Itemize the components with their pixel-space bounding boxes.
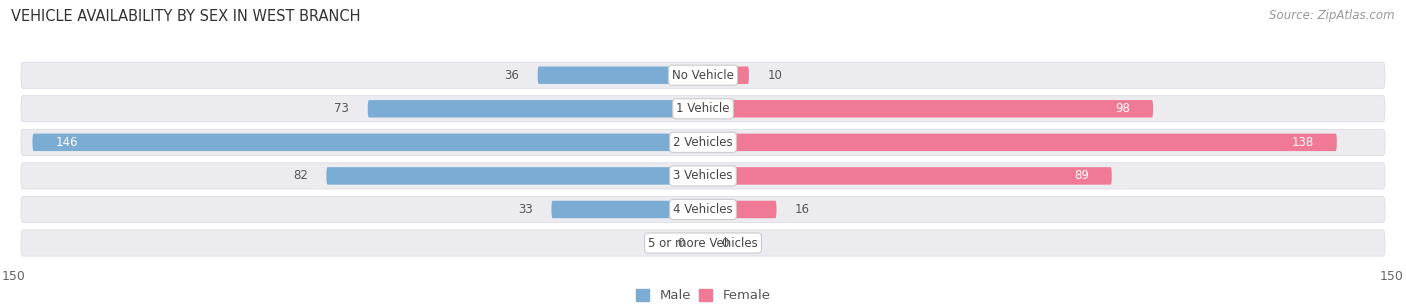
Text: 1 Vehicle: 1 Vehicle: [676, 102, 730, 115]
FancyBboxPatch shape: [326, 167, 703, 185]
FancyBboxPatch shape: [703, 167, 1112, 185]
Text: 4 Vehicles: 4 Vehicles: [673, 203, 733, 216]
FancyBboxPatch shape: [32, 134, 703, 151]
Text: 146: 146: [55, 136, 77, 149]
Text: 98: 98: [1115, 102, 1130, 115]
Text: 138: 138: [1292, 136, 1313, 149]
Text: 5 or more Vehicles: 5 or more Vehicles: [648, 237, 758, 249]
FancyBboxPatch shape: [537, 66, 703, 84]
FancyBboxPatch shape: [21, 96, 1385, 122]
FancyBboxPatch shape: [21, 163, 1385, 189]
Text: 10: 10: [768, 69, 782, 82]
FancyBboxPatch shape: [703, 100, 1153, 118]
FancyBboxPatch shape: [703, 66, 749, 84]
Text: 82: 82: [292, 170, 308, 182]
FancyBboxPatch shape: [21, 196, 1385, 222]
Text: 2 Vehicles: 2 Vehicles: [673, 136, 733, 149]
Text: No Vehicle: No Vehicle: [672, 69, 734, 82]
FancyBboxPatch shape: [551, 201, 703, 218]
Legend: Male, Female: Male, Female: [636, 289, 770, 302]
Text: 0: 0: [678, 237, 685, 249]
FancyBboxPatch shape: [703, 134, 1337, 151]
Text: 73: 73: [335, 102, 349, 115]
FancyBboxPatch shape: [21, 62, 1385, 88]
Text: 36: 36: [505, 69, 519, 82]
Text: 89: 89: [1074, 170, 1088, 182]
FancyBboxPatch shape: [703, 201, 776, 218]
Text: 3 Vehicles: 3 Vehicles: [673, 170, 733, 182]
FancyBboxPatch shape: [21, 230, 1385, 256]
Text: 16: 16: [794, 203, 810, 216]
Text: VEHICLE AVAILABILITY BY SEX IN WEST BRANCH: VEHICLE AVAILABILITY BY SEX IN WEST BRAN…: [11, 9, 361, 24]
Text: 33: 33: [519, 203, 533, 216]
FancyBboxPatch shape: [21, 129, 1385, 155]
FancyBboxPatch shape: [368, 100, 703, 118]
Text: 0: 0: [721, 237, 728, 249]
Text: Source: ZipAtlas.com: Source: ZipAtlas.com: [1270, 9, 1395, 22]
